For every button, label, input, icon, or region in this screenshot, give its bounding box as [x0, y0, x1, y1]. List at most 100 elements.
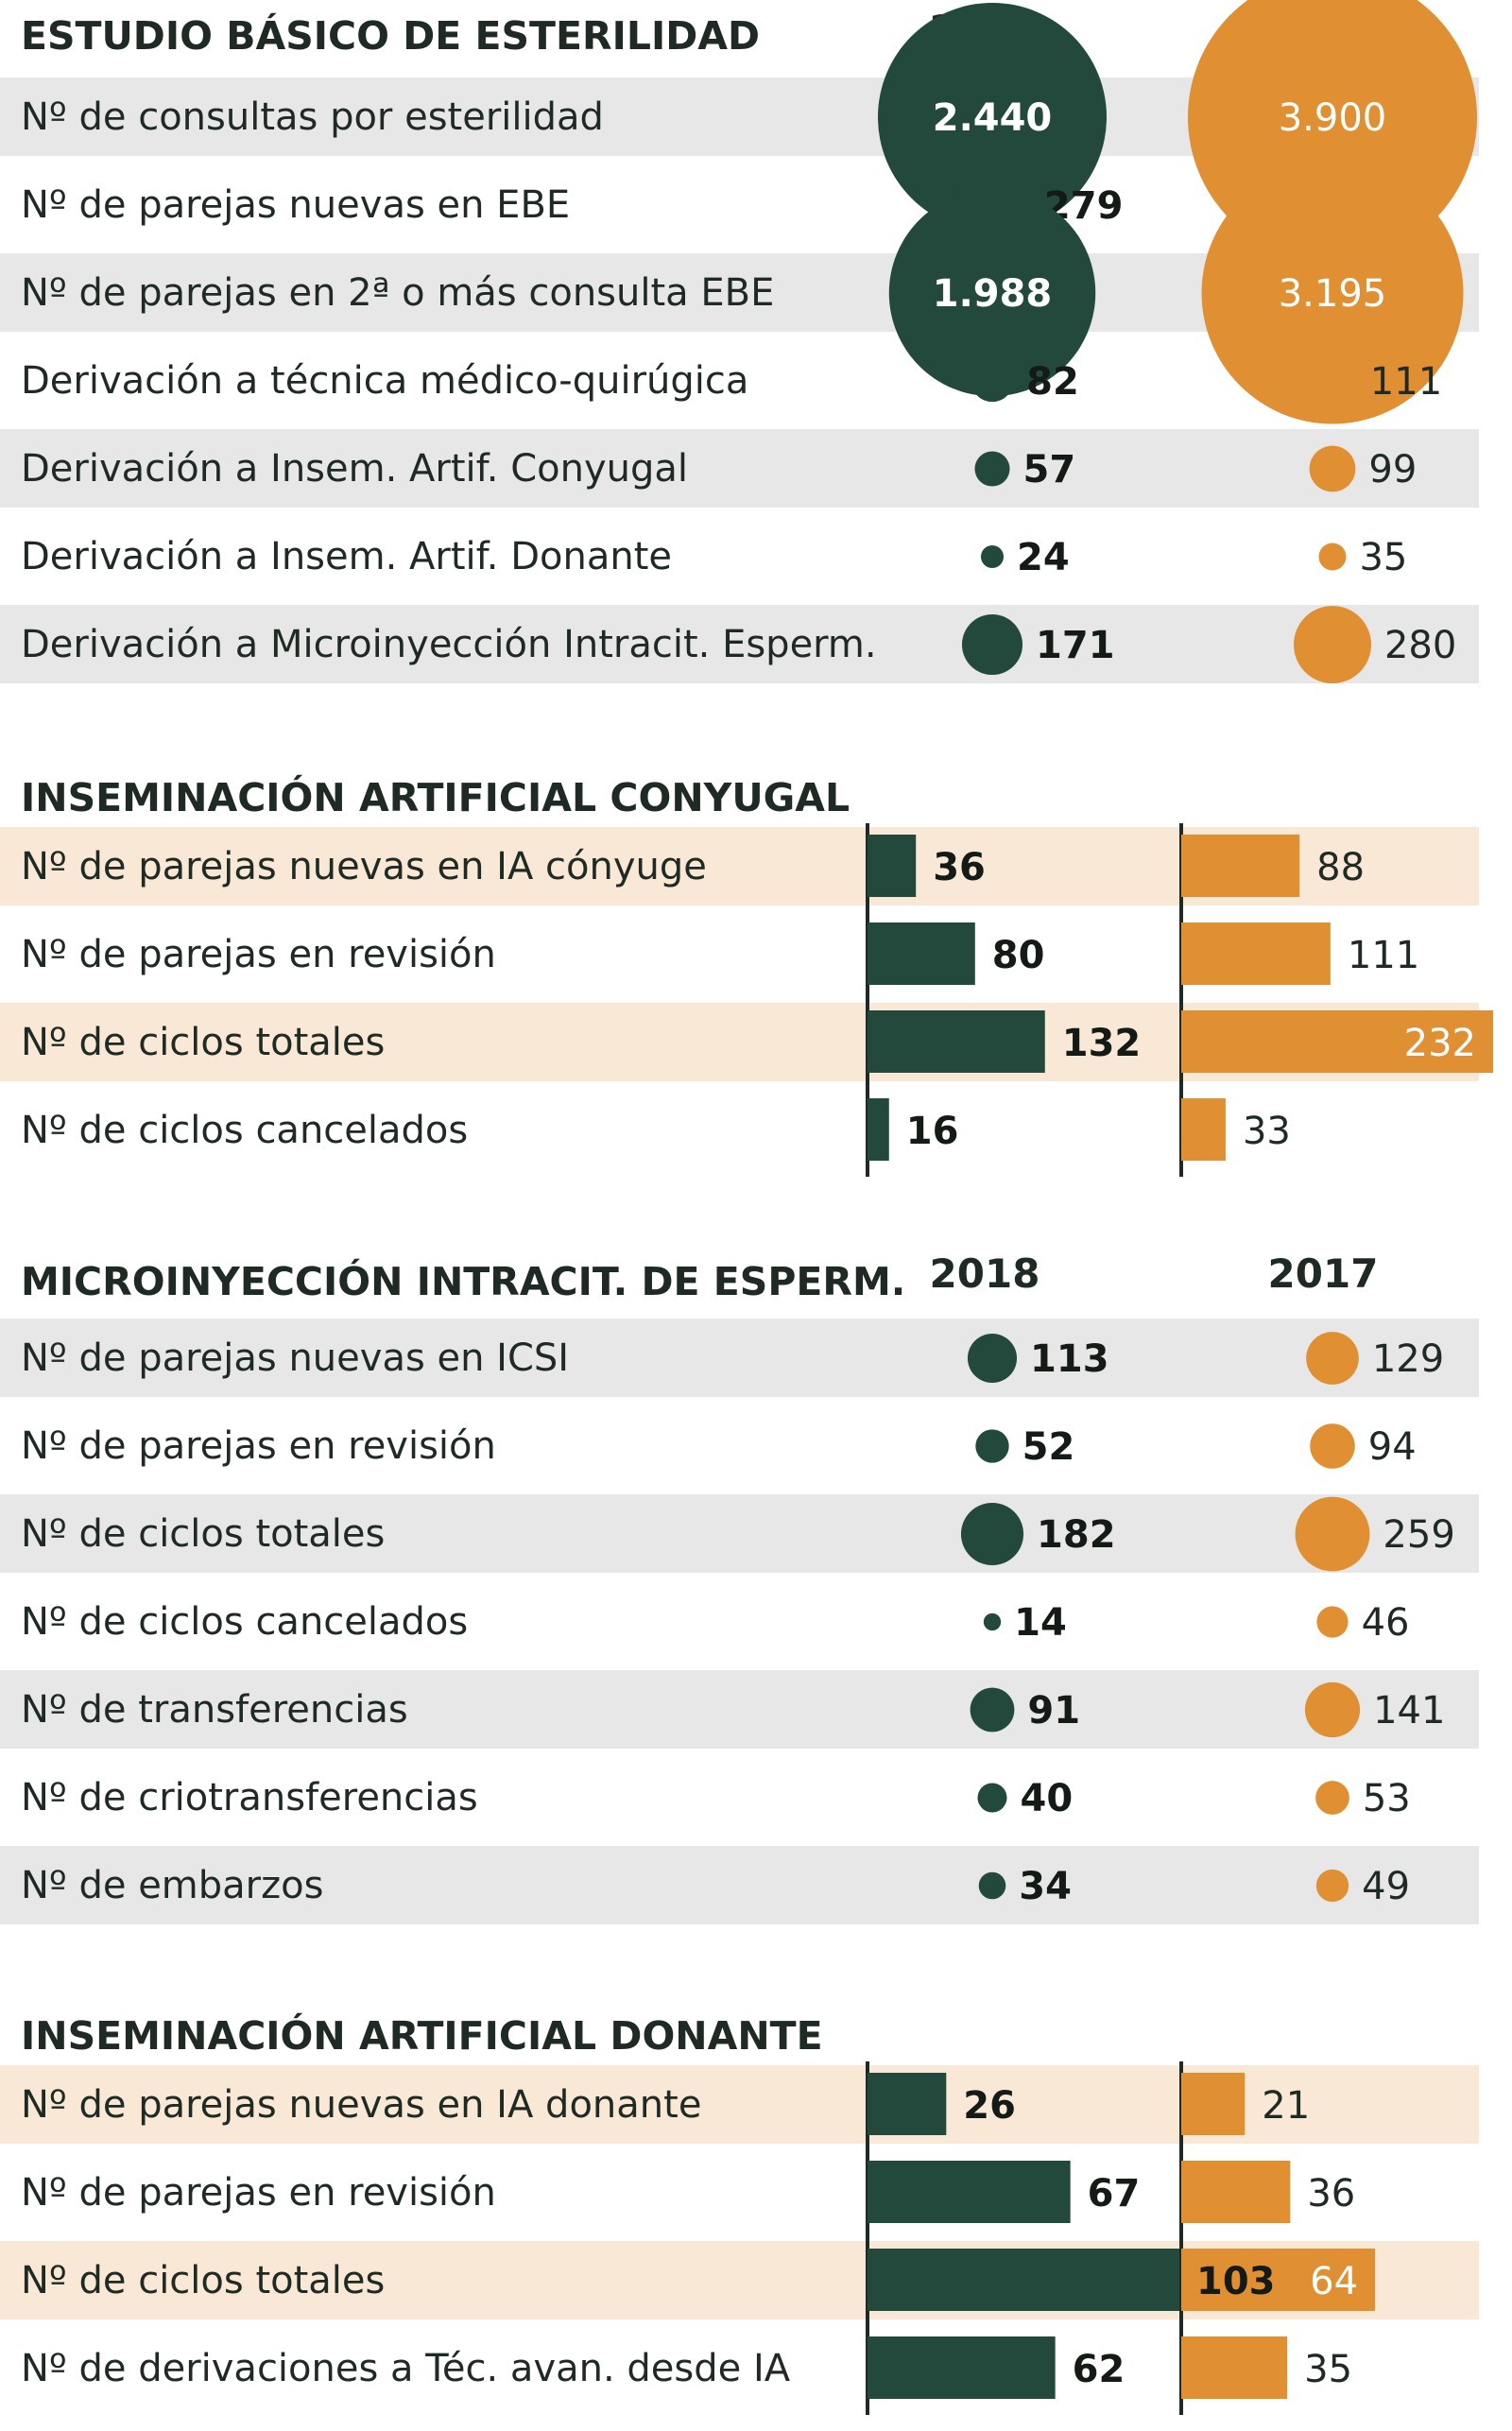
- bar-2018: [868, 2161, 1071, 2223]
- value-label-2017: 88: [1316, 846, 1365, 889]
- row-stripe: [0, 605, 1479, 683]
- bar-2018: [868, 2336, 1056, 2399]
- value-label-2018: 91: [1027, 1689, 1080, 1733]
- category-label: Nº de embarzos: [21, 1864, 323, 1907]
- bubble-2018: [971, 359, 1014, 403]
- category-label: Nº de parejas nuevas en ICSI: [21, 1336, 569, 1380]
- category-label: Nº de ciclos totales: [21, 1512, 385, 1556]
- row-stripe: [0, 429, 1479, 508]
- bubble-2017: [1310, 1423, 1355, 1469]
- bubble-2017: [1308, 356, 1357, 405]
- category-label: Nº de parejas nuevas en IA donante: [21, 2083, 701, 2127]
- bar-2018: [868, 835, 917, 897]
- value-label-2017: 46: [1362, 1601, 1410, 1645]
- value-label-2018: 62: [1073, 2348, 1125, 2391]
- bubble-2017: [1294, 606, 1371, 683]
- bubble-2018: [970, 1687, 1015, 1733]
- section-title: MICROINYECCIÓN INTRACIT. DE ESPERM.: [21, 1259, 905, 1304]
- section-inseminacio-n-artificial-donante: INSEMINACIÓN ARTIFICIAL DONANTE Nº de par…: [0, 2013, 1479, 2415]
- year-header-2018: 2018: [930, 1250, 1040, 1297]
- category-label: Nº de parejas en revisión: [21, 1424, 496, 1468]
- value-label-2018: 103: [1196, 2260, 1276, 2303]
- bubble-2018: [961, 613, 1023, 676]
- value-label-2017: 3.900: [1279, 96, 1387, 140]
- category-label: Derivación a Insem. Artif. Conyugal: [21, 447, 688, 491]
- value-label-2018: 2.440: [933, 96, 1053, 140]
- bar-2017: [1181, 1010, 1493, 1073]
- value-label-2017: 94: [1368, 1425, 1417, 1469]
- bubble-2017: [1306, 1332, 1359, 1385]
- value-label-2017: 111: [1370, 360, 1442, 404]
- category-label: Derivación a Microinyección Intracit. Es…: [21, 623, 877, 666]
- value-label-2017: 53: [1363, 1777, 1411, 1820]
- category-label: Nº de ciclos cancelados: [21, 1600, 468, 1644]
- row-stripe: [0, 1670, 1479, 1749]
- category-label: Nº de criotransferencias: [21, 1776, 478, 1819]
- value-label-2018: 34: [1019, 1865, 1072, 1908]
- value-label-2018: 182: [1037, 1513, 1116, 1557]
- bar-2017: [1181, 1098, 1226, 1161]
- value-label-2017: 280: [1384, 624, 1456, 667]
- bubble-2018: [877, 2, 1108, 233]
- value-label-2018: 132: [1062, 1022, 1142, 1065]
- value-label-2017: 49: [1362, 1865, 1410, 1908]
- value-label-2017: 259: [1383, 1513, 1454, 1557]
- bar-2017: [1181, 2073, 1246, 2135]
- value-label-2018: 1.988: [933, 272, 1053, 316]
- value-label-2018: 14: [1014, 1601, 1067, 1645]
- category-label: Nº de parejas en revisión: [21, 2171, 496, 2215]
- section-title: ESTUDIO BÁSICO DE ESTERILIDAD: [21, 13, 760, 59]
- value-label-2017: 3.195: [1279, 272, 1387, 316]
- bubble-2017: [1201, 162, 1464, 424]
- category-label: Nº de derivaciones a Téc. avan. desde IA: [21, 2347, 791, 2390]
- value-label-2018: 82: [1026, 360, 1079, 404]
- category-label: Nº de parejas nuevas en EBE: [21, 183, 570, 227]
- bubble-2017: [1295, 1496, 1370, 1572]
- value-label-2017: 99: [1368, 448, 1417, 491]
- bubble-2018: [967, 1333, 1018, 1384]
- category-label: Derivación a Insem. Artif. Donante: [21, 535, 672, 578]
- bubble-2018: [977, 1783, 1007, 1813]
- value-label-2017: 64: [1310, 2260, 1358, 2303]
- value-label-2018: 26: [963, 2084, 1016, 2128]
- bar-2017: [1181, 2249, 1376, 2311]
- bar-2017: [1181, 2336, 1288, 2399]
- category-label: Nº de parejas nuevas en IA cónyuge: [21, 845, 707, 888]
- value-label-2017: 35: [1304, 2348, 1352, 2391]
- value-label-2017: 232: [1404, 1022, 1476, 1065]
- category-label: Nº de ciclos totales: [21, 2259, 385, 2302]
- bar-2018: [868, 1098, 889, 1161]
- bubble-2017: [1309, 445, 1356, 492]
- bubble-2018: [974, 451, 1010, 487]
- bar-2017: [1181, 835, 1300, 897]
- value-label-2018: 113: [1030, 1337, 1109, 1381]
- bubble-2018: [978, 1871, 1006, 1900]
- category-label: Nº de ciclos totales: [21, 1021, 385, 1064]
- bar-2017: [1181, 2161, 1291, 2223]
- row-stripe: [0, 1846, 1479, 1924]
- bar-2018: [868, 2073, 947, 2135]
- section-title: INSEMINACIÓN ARTIFICIAL DONANTE: [21, 2013, 823, 2059]
- row-stripe: [0, 1319, 1479, 1397]
- bar-2018: [868, 1010, 1045, 1073]
- bubble-2018: [888, 189, 1096, 397]
- bar-2018: [868, 922, 975, 985]
- bubble-2017: [1316, 1606, 1349, 1638]
- value-label-2018: 16: [906, 1110, 959, 1153]
- category-label: Nº de transferencias: [21, 1688, 408, 1732]
- section-estudio-ba-sico-de-esterilidad: ESTUDIO BÁSICO DE ESTERILIDAD20182017Nº …: [0, 0, 1479, 683]
- value-label-2018: 80: [992, 934, 1045, 977]
- value-label-2017: 35: [1359, 536, 1407, 579]
- bubble-2017: [1315, 1781, 1349, 1815]
- section-title: INSEMINACIÓN ARTIFICIAL CONYUGAL: [21, 775, 850, 820]
- bubble-2018: [980, 544, 1005, 569]
- category-label: Derivación a técnica médico-quirúgica: [21, 359, 748, 403]
- bubble-2017: [1315, 1869, 1349, 1903]
- bubble-2018: [983, 1612, 1002, 1631]
- value-label-2018: 40: [1020, 1777, 1073, 1820]
- value-label-2018: 171: [1036, 624, 1115, 667]
- value-label-2017: 36: [1307, 2172, 1355, 2215]
- bubble-2017: [1304, 1681, 1361, 1738]
- category-label: Nº de parejas en 2ª o más consulta EBE: [21, 271, 774, 315]
